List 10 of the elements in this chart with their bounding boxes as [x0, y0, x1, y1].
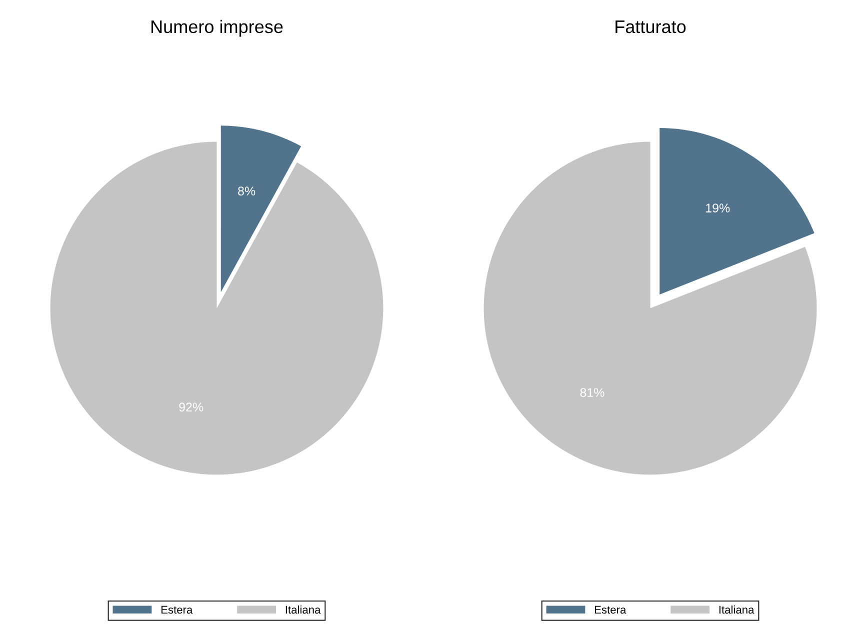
legend-label: Italiana [286, 605, 321, 614]
data-label: 92% [179, 402, 204, 412]
chart-title: Fatturato [616, 20, 686, 34]
legend-label: Estera [161, 606, 193, 614]
data-label: 81% [580, 388, 604, 397]
legend-label: Estera [594, 606, 626, 614]
data-label: 19% [706, 204, 730, 212]
chart-title: Numero imprese [152, 20, 283, 37]
legend-label: Italiana [719, 605, 754, 614]
data-label: 8% [238, 186, 256, 196]
